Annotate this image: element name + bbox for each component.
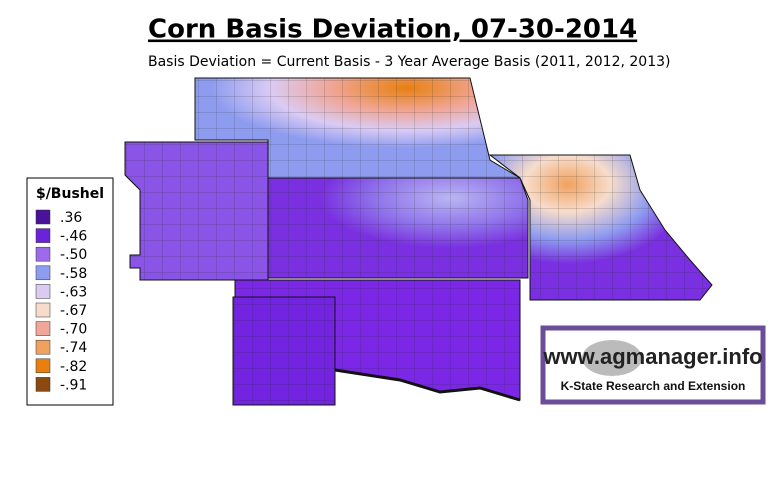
legend-swatch (35, 265, 51, 281)
legend-label: -.63 (60, 284, 87, 300)
logo-map (582, 340, 642, 376)
legend-label: -.46 (60, 229, 87, 245)
legend-label: -.50 (60, 247, 87, 263)
legend-items: .36 -.46 -.50 -.58 -.63 -.67 -.70 -.74 -.82 -.91 (35, 209, 87, 393)
legend-swatch (35, 302, 51, 318)
legend-label: -.58 (60, 266, 87, 282)
legend-swatch (35, 358, 51, 374)
legend-swatch (35, 284, 51, 299)
legend-label: -.91 (60, 377, 87, 393)
logo-org: K-State Research and Extension (561, 379, 746, 393)
legend-swatch (35, 209, 51, 225)
legend-swatch (35, 246, 51, 262)
title: Corn Basis Deviation, 07-30-2014 (148, 15, 637, 45)
logo-box (540, 325, 766, 405)
legend-label: -.67 (60, 303, 87, 319)
legend-swatch (35, 228, 51, 243)
map (124, 77, 713, 406)
legend-label: -.82 (60, 359, 87, 375)
legend-swatch (35, 377, 51, 392)
subtitle: Basis Deviation = Current Basis - 3 Year… (148, 54, 670, 70)
legend-label: -.70 (60, 322, 87, 338)
logo-url: www.agmanager.info (542, 344, 762, 369)
legend-label: -.74 (60, 340, 87, 356)
legend-swatch (35, 339, 51, 355)
legend-swatch (35, 321, 51, 336)
legend-label: .36 (60, 210, 82, 226)
legend-title: $/Bushel (36, 186, 104, 202)
